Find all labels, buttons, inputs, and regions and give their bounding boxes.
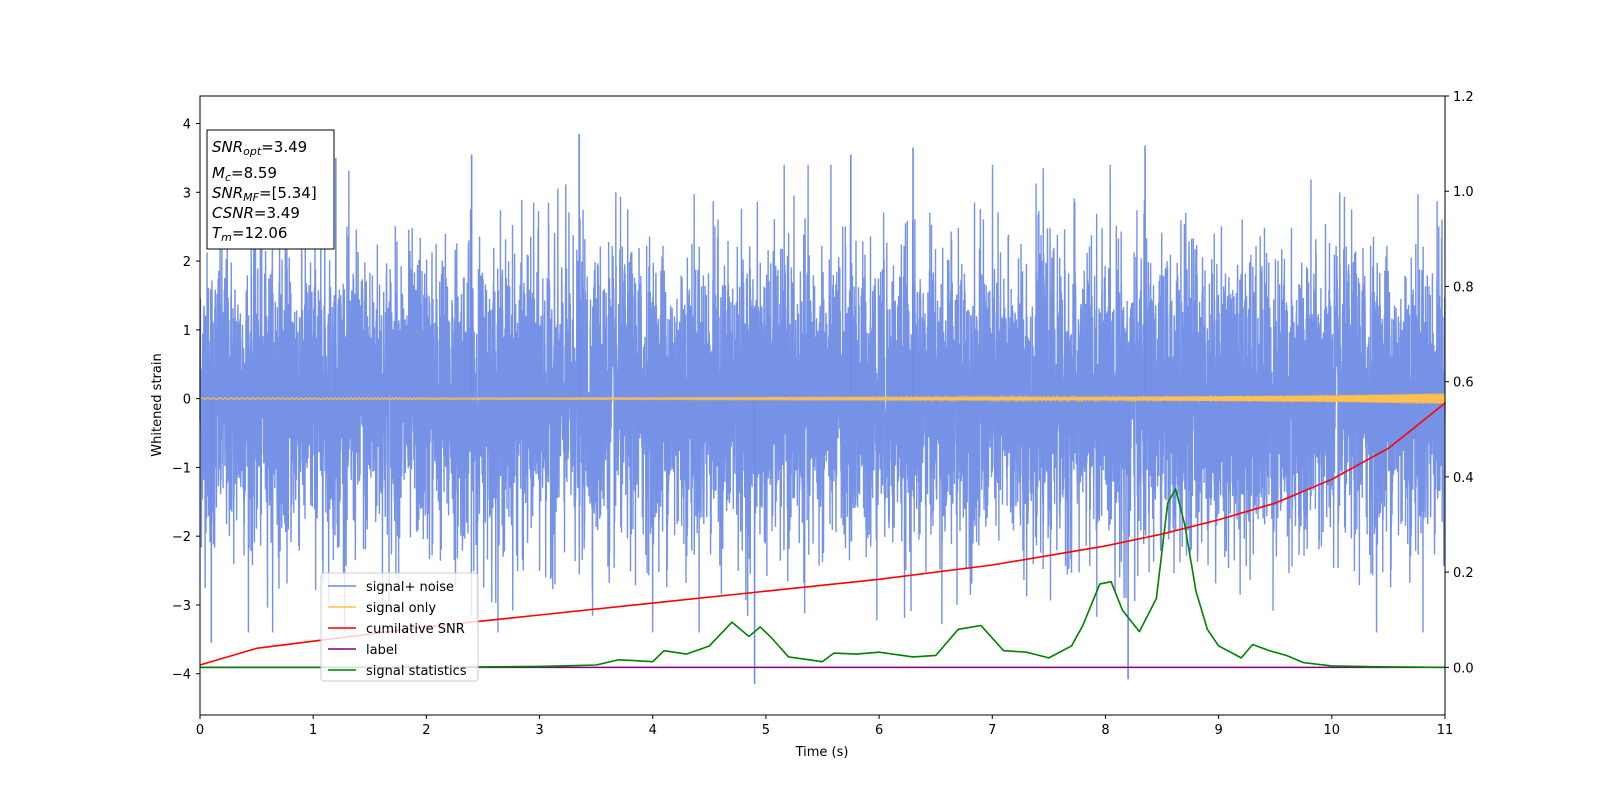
x-tick-label: 10: [1324, 723, 1341, 738]
y-tick-label: 2: [183, 255, 191, 270]
legend-frame: [320, 572, 479, 682]
x-tick-label: 7: [988, 723, 996, 738]
legend-label: signal only: [366, 601, 436, 616]
y2-tick-label: 1.0: [1453, 185, 1474, 200]
annotation-line: Mc=8.59: [212, 164, 277, 184]
y2-tick-label: 0.4: [1453, 471, 1474, 486]
y-tick-label: 3: [183, 186, 191, 201]
x-tick-label: 1: [309, 723, 317, 738]
y2-tick-label: 0.2: [1453, 566, 1474, 581]
y-tick-label: 1: [183, 324, 191, 339]
x-tick-label: 2: [422, 723, 430, 738]
series-signal-noise: [199, 164, 1446, 633]
y-axis-label: Whitened strain: [150, 353, 165, 456]
y2-tick-label: 0.0: [1453, 661, 1474, 676]
plot-frame: [199, 95, 1446, 716]
legend: signal+ noise signal only cumilative SNR la…: [320, 572, 479, 682]
x-tick-label: 11: [1437, 723, 1454, 738]
x-axis-label: Time (s): [795, 745, 849, 760]
y-tick-label: 0: [183, 393, 191, 408]
y2-tick-label: 1.2: [1453, 90, 1474, 105]
x-tick-label: 5: [762, 723, 770, 738]
legend-label: signal+ noise: [366, 580, 454, 595]
x-tick-label: 9: [1214, 723, 1222, 738]
x-axis: 0 1 2 3 4 5 6 7 8 9 10 11: [196, 715, 1453, 738]
x-tick-label: 3: [535, 723, 543, 738]
y2-tick-label: 0.6: [1453, 376, 1474, 391]
annotation-line: SNRopt=3.49: [212, 138, 307, 158]
y-tick-label: −2: [172, 530, 191, 545]
annotation-line: Tm=12.06: [212, 224, 287, 244]
x-tick-label: 4: [649, 723, 657, 738]
annotation-line: CSNR=3.49: [212, 204, 300, 222]
y2-axis: 1.2 1.0 0.8 0.6 0.4 0.2 0.0: [1445, 90, 1474, 676]
x-tick-label: 8: [1101, 723, 1109, 738]
annotation-line: SNRMF=[5.34]: [212, 184, 317, 204]
x-tick-label: 6: [875, 723, 883, 738]
legend-label: label: [366, 643, 397, 658]
annotation-frame: [206, 129, 335, 250]
y-tick-label: −3: [172, 599, 191, 614]
y-tick-label: −1: [172, 461, 191, 476]
legend-label: cumilative SNR: [366, 622, 465, 637]
y-tick-label: −4: [172, 668, 191, 683]
y-tick-label: 4: [183, 118, 191, 133]
y-axis: 4 3 2 1 0 −1 −2 −3 −4: [172, 118, 200, 683]
x-tick-label: 0: [196, 723, 204, 738]
legend-label: signal statistics: [366, 664, 467, 679]
y2-tick-label: 0.8: [1453, 280, 1474, 295]
series-signal-only: [199, 393, 1446, 405]
